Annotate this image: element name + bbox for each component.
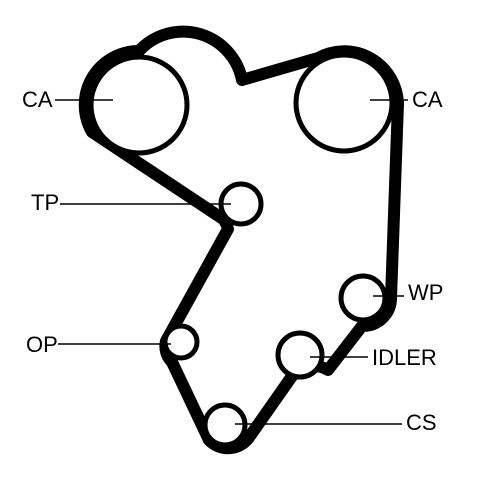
pulley-ca-right bbox=[296, 55, 392, 151]
belt-routing-diagram: CA CA TP WP IDLER OP CS bbox=[0, 0, 500, 500]
cs-label: CS bbox=[406, 410, 437, 435]
pulley-idler bbox=[278, 333, 322, 377]
wp-label: WP bbox=[408, 280, 443, 305]
pulley-wp bbox=[341, 276, 385, 320]
ca-left-label: CA bbox=[22, 87, 53, 112]
pulley-ca-left bbox=[91, 57, 187, 153]
ca-right-label: CA bbox=[412, 87, 443, 112]
idler-label: IDLER bbox=[372, 345, 437, 370]
op-label: OP bbox=[26, 332, 58, 357]
pulleys-group bbox=[91, 55, 392, 445]
labels-group: CA CA TP WP IDLER OP CS bbox=[22, 87, 443, 435]
pulley-op bbox=[165, 326, 197, 358]
tp-label: TP bbox=[31, 190, 59, 215]
pulley-cs bbox=[205, 405, 245, 445]
